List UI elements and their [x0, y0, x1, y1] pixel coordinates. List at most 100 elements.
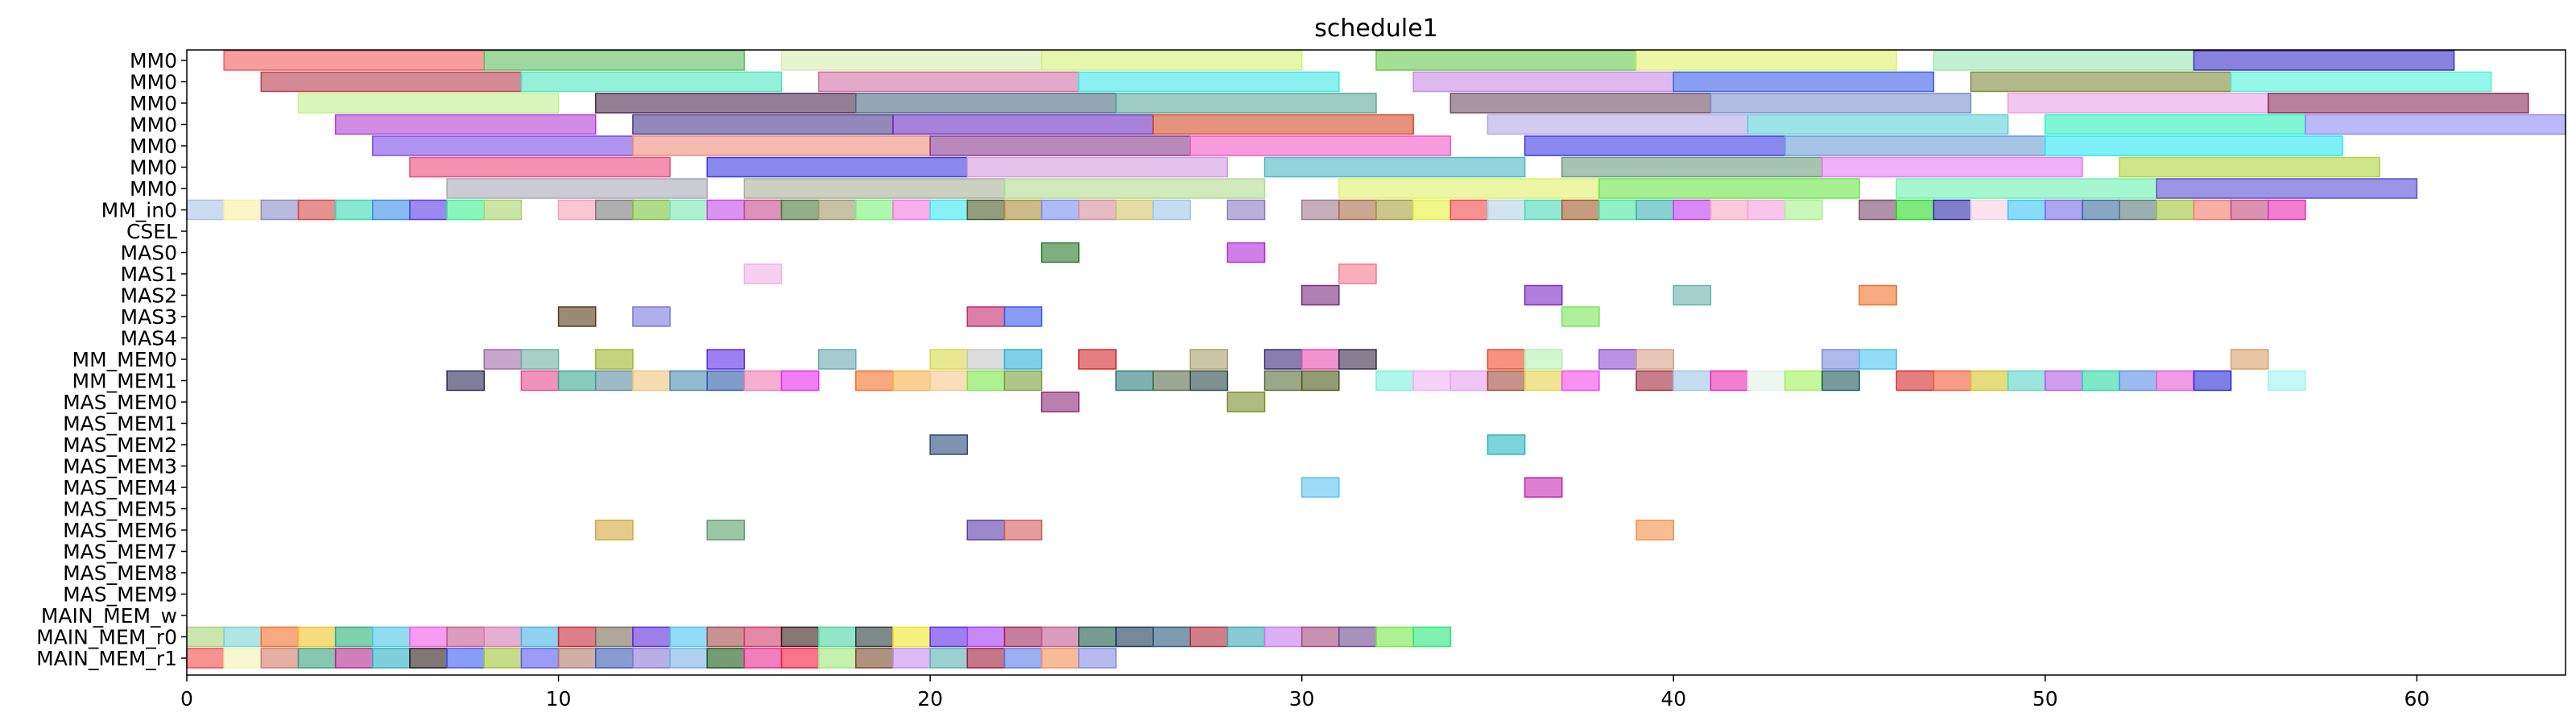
x-tick-label: 30 — [1289, 687, 1315, 710]
task-bar — [2193, 370, 2232, 392]
task-bar — [1263, 156, 1526, 178]
task-bar — [706, 626, 746, 648]
task-bar — [817, 626, 857, 648]
y-tick-label: MAS_MEM7 — [63, 541, 177, 564]
task-bar — [186, 199, 225, 221]
task-bar — [706, 156, 969, 178]
task-bar — [594, 520, 634, 541]
task-bar — [892, 370, 931, 392]
task-bar — [1115, 370, 1154, 392]
task-bar — [186, 626, 225, 648]
task-bar — [2230, 71, 2492, 93]
task-bar — [1300, 284, 1340, 306]
task-bar — [557, 626, 597, 648]
task-bar — [2119, 370, 2158, 392]
task-bar — [334, 114, 597, 135]
task-bar — [446, 626, 486, 648]
task-bar — [632, 626, 671, 648]
y-tick-label: MAIN_MEM_w — [41, 604, 177, 628]
task-bar — [483, 349, 523, 370]
task-bar — [557, 648, 597, 669]
task-bar — [2193, 199, 2232, 221]
task-bar — [446, 178, 708, 199]
y-tick-label: MM_MEM1 — [72, 370, 177, 393]
task-bar — [594, 199, 634, 221]
task-bar — [855, 199, 894, 221]
task-bar — [1003, 199, 1043, 221]
y-tick-label: MAS_MEM8 — [63, 561, 177, 585]
task-bar — [1486, 434, 1526, 455]
y-tick-label: MAS_MEM4 — [63, 476, 177, 499]
task-bar — [1115, 199, 1154, 221]
task-bar — [632, 648, 671, 669]
task-bar — [743, 199, 783, 221]
task-bar — [1859, 199, 1897, 221]
task-bar — [2268, 370, 2306, 392]
task-bar — [594, 648, 634, 669]
task-bar — [557, 306, 597, 327]
task-bar — [1970, 199, 2009, 221]
task-bar — [1449, 370, 1489, 392]
task-bar — [1040, 50, 1303, 71]
task-bar — [2268, 199, 2306, 221]
task-bar — [817, 71, 1080, 93]
task-bar — [1003, 306, 1043, 327]
y-tick-label: MM_MEM0 — [72, 348, 177, 371]
task-bar — [1896, 370, 1935, 392]
task-bar — [1338, 263, 1377, 284]
y-tick-label: MAS_MEM5 — [63, 498, 177, 521]
task-bar — [929, 434, 969, 455]
task-bar — [1003, 520, 1043, 541]
task-bar — [1338, 178, 1600, 199]
task-bar — [669, 199, 708, 221]
task-bar — [1561, 156, 1823, 178]
task-bar — [1524, 477, 1563, 498]
task-bar — [1784, 370, 1823, 392]
task-bar — [1003, 178, 1266, 199]
task-bar — [1152, 626, 1191, 648]
task-bar — [929, 135, 1191, 156]
task-bar — [594, 349, 634, 370]
task-bar — [1375, 626, 1414, 648]
plot-frame — [186, 49, 2566, 676]
task-bar — [2045, 114, 2306, 135]
task-bar — [334, 626, 374, 648]
task-bar — [1710, 199, 1749, 221]
task-bar — [1263, 626, 1303, 648]
task-bar — [632, 370, 671, 392]
task-bar — [260, 648, 300, 669]
task-bar — [1486, 349, 1526, 370]
y-tick-label: CSEL — [126, 220, 177, 243]
task-bar — [409, 626, 448, 648]
task-bar — [520, 648, 560, 669]
task-bar — [1933, 50, 2195, 71]
task-bar — [2156, 370, 2195, 392]
task-bar — [223, 199, 263, 221]
task-bar — [1524, 349, 1563, 370]
task-bar — [929, 349, 969, 370]
task-bar — [855, 648, 894, 669]
task-bar — [1115, 626, 1154, 648]
task-bar — [297, 626, 337, 648]
task-bar — [594, 370, 634, 392]
y-tick-label: MAS4 — [121, 327, 177, 350]
task-bar — [632, 306, 671, 327]
task-bar — [1300, 477, 1340, 498]
task-bar — [966, 648, 1006, 669]
task-bar — [223, 50, 485, 71]
task-bar — [706, 199, 746, 221]
task-bar — [1263, 370, 1303, 392]
task-bar — [892, 199, 931, 221]
task-bar — [1189, 349, 1229, 370]
task-bar — [594, 626, 634, 648]
task-bar — [669, 648, 708, 669]
task-bar — [1524, 199, 1563, 221]
task-bar — [966, 520, 1006, 541]
task-bar — [743, 263, 783, 284]
task-bar — [1152, 199, 1191, 221]
task-bar — [334, 648, 374, 669]
task-bar — [780, 370, 820, 392]
task-bar — [1821, 370, 1860, 392]
task-bar — [1226, 199, 1266, 221]
